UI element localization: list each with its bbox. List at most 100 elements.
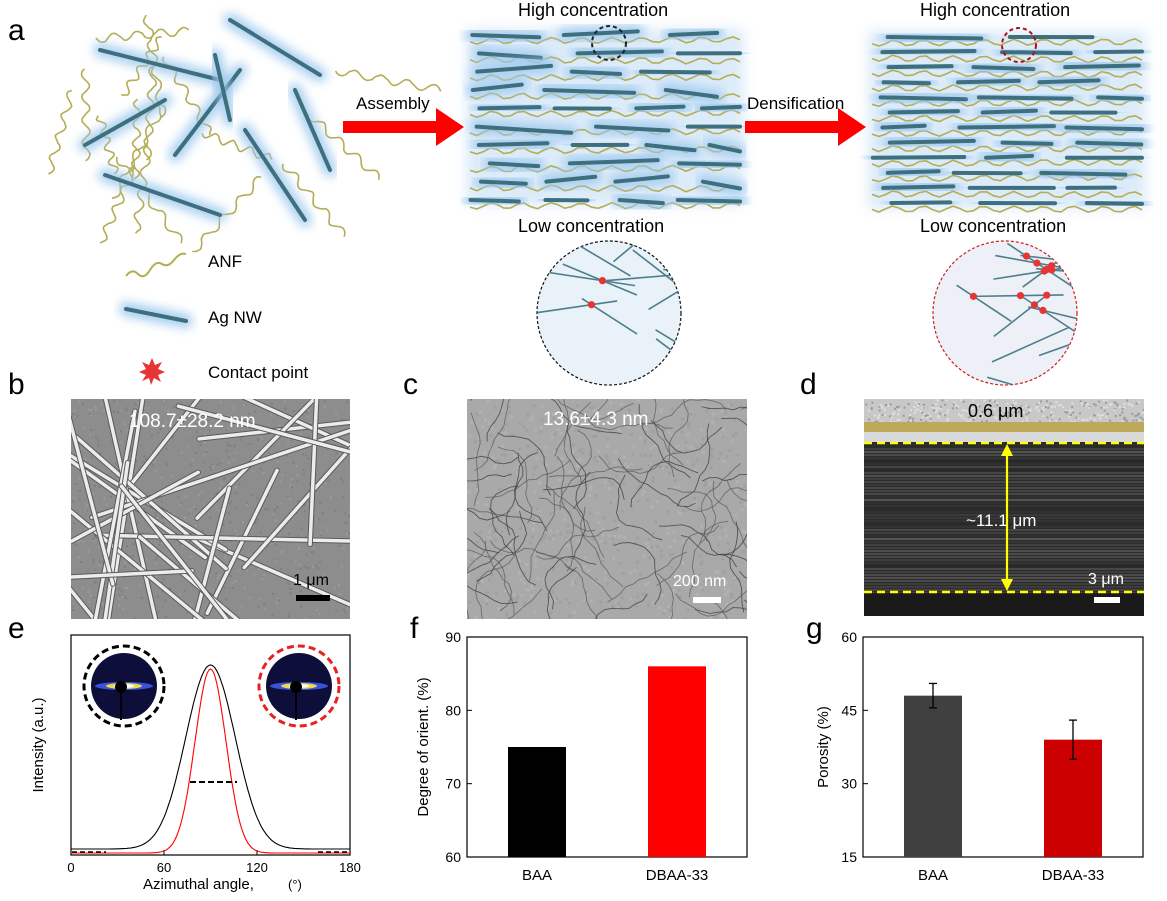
y-tick-label: 45 (841, 702, 857, 718)
y-tick-label: 80 (445, 702, 461, 718)
ag-nanowire (886, 64, 954, 70)
ag-nanowire (707, 143, 742, 154)
panel-label-c: c (403, 368, 418, 401)
ag-nanowire (644, 143, 697, 153)
high-concentration-label-1: High concentration (518, 0, 669, 20)
ag-nanowire (870, 154, 967, 160)
panel-label-f: f (410, 612, 419, 645)
e-ylabel: Intensity (a.u.) (30, 697, 47, 792)
contact-point (969, 292, 978, 300)
contact-point (706, 269, 713, 276)
contact-point (587, 301, 596, 309)
anf-fiber (48, 89, 73, 175)
ag-nanowire (1093, 49, 1144, 55)
f-ylabel: Degree of orient. (%) (415, 677, 432, 816)
ag-nanowire (544, 174, 598, 184)
ag-nanowire (613, 174, 670, 184)
ag-nanowire (475, 63, 554, 74)
contact-point (1043, 291, 1051, 299)
x-tick-label: 60 (157, 860, 171, 875)
contact-point (1039, 306, 1047, 315)
ag-nanowire (575, 49, 664, 56)
ag-nanowire (293, 88, 332, 172)
ag-nanowire (98, 48, 222, 82)
contact-point (1048, 262, 1056, 270)
low-concentration-label-2: Low concentration (920, 216, 1067, 236)
high-concentration-label-2: High concentration (920, 0, 1071, 20)
ag-nanowire (487, 161, 541, 169)
ag-nanowire (887, 109, 960, 115)
ag-nanowire (889, 200, 953, 205)
ag-nanowire (1075, 140, 1144, 147)
contact-point (1040, 267, 1048, 275)
ag-nanowire (468, 198, 521, 204)
anf-legend-icon (125, 252, 187, 278)
ag-nanowire (474, 124, 574, 135)
scale-bar-b (296, 595, 330, 601)
film-thickness-label: ~11.1 μm (966, 511, 1037, 530)
contact-point (598, 277, 607, 285)
highlight-circle-1 (591, 25, 627, 61)
ag-nanowire (881, 80, 931, 86)
series-curve-red (71, 668, 350, 854)
ag-nanowire (880, 123, 927, 130)
low-concentration-label-1: Low concentration (518, 216, 665, 236)
ag-nanowire (569, 69, 623, 77)
tem-image-anf: 13.6±4.3 nm 200 nm (467, 399, 747, 619)
assembly-label: Assembly (356, 94, 430, 113)
porosity-bar-chart: 15 30 45 60 BAA DBAA-33 Porosity (%) (815, 630, 1144, 884)
agnw-legend-icon (124, 307, 188, 323)
bar-dbaa-33 (648, 666, 706, 857)
ag-nanowire (561, 29, 640, 37)
contact-point (1016, 292, 1025, 300)
ag-nanowire (1084, 201, 1144, 206)
ag-nanowire (639, 69, 712, 75)
ag-nanowire (1000, 50, 1073, 56)
bar-baa (508, 747, 566, 857)
y-tick-label: 15 (841, 849, 857, 865)
category-label: DBAA-33 (646, 867, 709, 884)
scale-label-b: 1 μm (293, 572, 329, 589)
anf-diameter-label: 13.6±4.3 nm (543, 409, 649, 430)
ag-nanowire (885, 169, 941, 175)
contact-point (1030, 301, 1039, 309)
ag-nanowire (103, 173, 222, 217)
ag-nanowire (1037, 78, 1101, 85)
ag-nanowire (980, 108, 1038, 115)
saxs-inset-baa (82, 644, 166, 728)
category-label: BAA (522, 867, 552, 884)
ag-nanowire (213, 53, 232, 122)
nanowire-diameter-label: 108.7±28.2 nm (129, 411, 256, 432)
ag-nanowire (957, 124, 1057, 130)
anf-fiber (95, 26, 190, 43)
ag-nanowire (881, 184, 956, 190)
ag-nanowire (667, 30, 720, 37)
ag-nanowire (677, 161, 742, 167)
y-tick-label: 30 (841, 776, 857, 792)
y-tick-label: 60 (841, 630, 857, 645)
ag-nanowire (971, 65, 1036, 71)
ag-nanowire (243, 128, 307, 222)
saxs-inset-dbaa (257, 644, 341, 728)
anf-fiber (115, 156, 183, 244)
densification-arrow (745, 108, 866, 146)
ag-nanowire (83, 98, 167, 147)
ag-nanowire (976, 95, 1074, 101)
anf-fiber (334, 69, 442, 92)
ag-nanowire (228, 18, 322, 77)
e-xunit: (°) (288, 877, 302, 892)
scale-bar-c (693, 597, 721, 603)
x-axis-ticks: 0 60 120 180 (67, 850, 361, 875)
ag-nanowire (675, 198, 742, 204)
azimuthal-intensity-chart: 0 60 120 180 Intensity (a.u.) Azimuthal ang… (30, 634, 361, 893)
ag-nanowire (700, 179, 742, 191)
legend-contact-label: Contact point (208, 363, 309, 382)
ag-nanowire (885, 35, 984, 41)
scale-label-d: 3 μm (1088, 571, 1124, 588)
ag-nanowire (1064, 125, 1144, 132)
x-tick-label: 180 (339, 860, 361, 875)
ag-nanowire (476, 51, 543, 60)
anf-fiber (281, 163, 346, 237)
y-tick-label: 90 (445, 630, 461, 645)
x-tick-label: 0 (67, 860, 74, 875)
